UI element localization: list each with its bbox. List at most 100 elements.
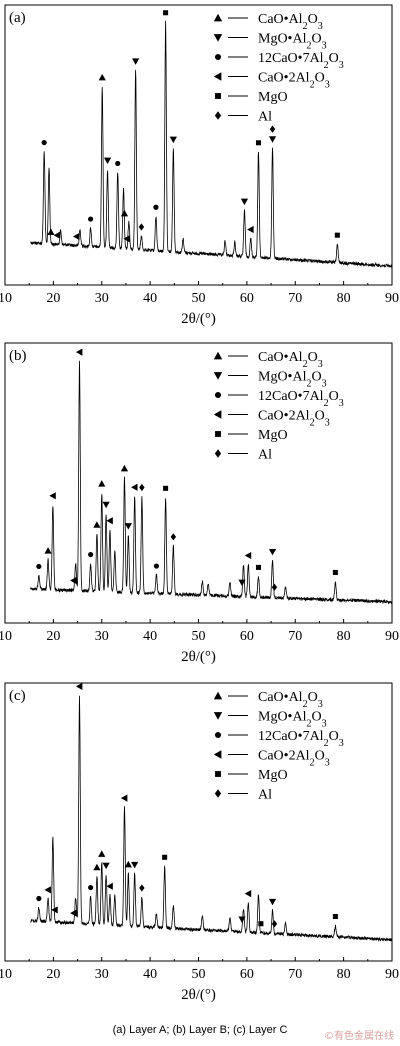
x-tick-label: 50 xyxy=(192,629,206,644)
phase-marker-triangle-up xyxy=(93,521,101,528)
x-tick-label: 90 xyxy=(385,967,399,982)
plot-frame xyxy=(4,4,393,286)
legend-entry-label: 12CaO•7Al2O3 xyxy=(258,389,344,409)
phase-marker-triangle-down xyxy=(102,501,110,509)
panel-label: (c) xyxy=(9,688,26,704)
phase-marker-triangle-left xyxy=(70,576,77,585)
phase-marker-square xyxy=(332,569,338,575)
x-tick-label: 70 xyxy=(288,629,302,644)
phase-marker-triangle-down xyxy=(132,58,140,65)
phase-marker-triangle-down xyxy=(102,862,110,870)
phase-marker-triangle-left xyxy=(72,232,80,241)
plot-frame xyxy=(4,682,393,962)
phase-marker-triangle-down xyxy=(238,579,246,587)
x-tick-label: 60 xyxy=(240,291,254,306)
chart-panel-b: 10 20 30 40 50 60 70 80 90 2θ/(°) (b) CaO•Al2O3MgO•… xyxy=(0,342,399,665)
phase-marker-triangle-left xyxy=(106,882,113,890)
x-tick-label: 70 xyxy=(288,967,302,982)
x-tick-label: 10 xyxy=(0,629,12,644)
phase-marker-circle xyxy=(88,551,94,558)
watermark: ©有色金属在线 xyxy=(324,1031,394,1042)
x-tick-label: 90 xyxy=(385,629,399,644)
x-tick-label: 80 xyxy=(337,629,351,644)
legend-marker-triangle-down xyxy=(213,34,223,42)
phase-marker-triangle-left xyxy=(131,483,138,491)
legend-entry-label: MgO xyxy=(258,768,288,783)
phase-marker-diamond xyxy=(139,483,145,492)
phase-marker-triangle-left xyxy=(120,794,128,802)
phase-marker-diamond xyxy=(139,884,145,892)
phase-marker-triangle-up xyxy=(44,547,52,554)
x-tick-label: 70 xyxy=(288,291,302,306)
legend-marker-square xyxy=(215,771,221,777)
phase-marker-diamond xyxy=(271,583,278,591)
phase-marker-triangle-up xyxy=(98,73,106,81)
legend-entry-label: MgO xyxy=(258,90,288,105)
phase-marker-triangle-down xyxy=(268,548,277,556)
figure-caption: (a) Layer A; (b) Layer B; (c) Layer C xyxy=(112,1024,288,1036)
legend-marker-triangle-up xyxy=(213,351,223,360)
phase-marker-triangle-down xyxy=(238,916,246,923)
legend-entry-label: CaO•Al2O3 xyxy=(258,12,323,32)
legend-entry-label: CaO•Al2O3 xyxy=(258,350,323,370)
phase-marker-circle xyxy=(36,895,42,902)
legend-marker-square xyxy=(215,431,221,437)
legend-entry-label: CaO•2Al2O3 xyxy=(258,71,330,91)
phase-marker-square xyxy=(332,913,338,920)
x-tick-label: 90 xyxy=(385,291,399,306)
phase-marker-triangle-down xyxy=(268,898,277,906)
panel-label: (a) xyxy=(9,10,26,26)
phase-marker-triangle-left xyxy=(49,492,56,500)
legend-marker-triangle-down xyxy=(213,712,223,720)
x-tick-label: 50 xyxy=(192,291,206,306)
chart-panel-c: 10 20 30 40 50 60 70 80 90 2θ/(°) (c) CaO•Al2O3MgO•… xyxy=(0,682,399,1003)
x-tick-label: 10 xyxy=(0,291,12,306)
phase-marker-triangle-up xyxy=(120,464,129,472)
phase-marker-triangle-up xyxy=(98,480,106,487)
phase-marker-triangle-up xyxy=(93,863,101,871)
x-tick-label: 50 xyxy=(192,967,206,982)
phase-marker-triangle-down xyxy=(240,198,249,206)
phase-marker-triangle-up xyxy=(124,860,132,868)
legend-entry-label: Al xyxy=(258,448,272,463)
legend-entry-label: MgO•Al2O3 xyxy=(258,710,327,730)
legend-entry-label: Al xyxy=(258,110,272,125)
phase-marker-triangle-left xyxy=(244,551,252,560)
phase-marker-triangle-up xyxy=(98,850,106,857)
phase-marker-triangle-left xyxy=(53,231,61,239)
xrd-pattern-line xyxy=(30,360,393,605)
legend-entry-label: CaO•Al2O3 xyxy=(258,690,323,710)
legend-entry-label: CaO•2Al2O3 xyxy=(258,749,330,769)
legend-marker-triangle-up xyxy=(213,691,223,700)
phase-marker-triangle-up xyxy=(47,228,55,235)
phase-marker-square xyxy=(258,921,264,927)
phase-marker-diamond xyxy=(271,920,278,928)
x-tick-label: 60 xyxy=(240,967,254,982)
legend-marker-diamond xyxy=(214,789,222,798)
phase-marker-circle xyxy=(153,563,160,569)
phase-marker-square xyxy=(162,854,168,860)
phase-marker-triangle-left xyxy=(75,348,83,356)
legend-marker-square xyxy=(215,93,221,99)
legend-marker-diamond xyxy=(214,111,222,120)
legend-marker-triangle-left xyxy=(213,72,222,81)
phase-marker-circle xyxy=(41,139,47,146)
legend-marker-diamond xyxy=(214,449,222,458)
chart-panel-a: 10 20 30 40 50 60 70 80 90 2θ/(°) (a) CaO•Al2O3MgO•… xyxy=(0,4,399,327)
legend-marker-circle xyxy=(214,53,222,61)
legend: CaO•Al2O3MgO•Al2O312CaO•7Al2O3CaO•2Al2O3… xyxy=(213,690,344,803)
legend-marker-circle xyxy=(214,391,222,399)
legend-entry-label: 12CaO•7Al2O3 xyxy=(258,729,344,749)
phase-marker-square xyxy=(334,232,340,238)
phase-marker-circle xyxy=(36,563,42,570)
phase-marker-square xyxy=(255,564,262,570)
phase-marker-square xyxy=(163,485,169,491)
phase-marker-triangle-down xyxy=(268,136,277,143)
phase-marker-triangle-down xyxy=(124,523,132,530)
phase-marker-triangle-left xyxy=(75,682,83,690)
x-axis-title: 2θ/(°) xyxy=(181,311,216,327)
phase-marker-triangle-left xyxy=(44,886,51,894)
phase-marker-circle xyxy=(153,204,159,210)
legend-entry-label: MgO xyxy=(258,428,288,443)
legend-marker-triangle-left xyxy=(213,750,222,759)
